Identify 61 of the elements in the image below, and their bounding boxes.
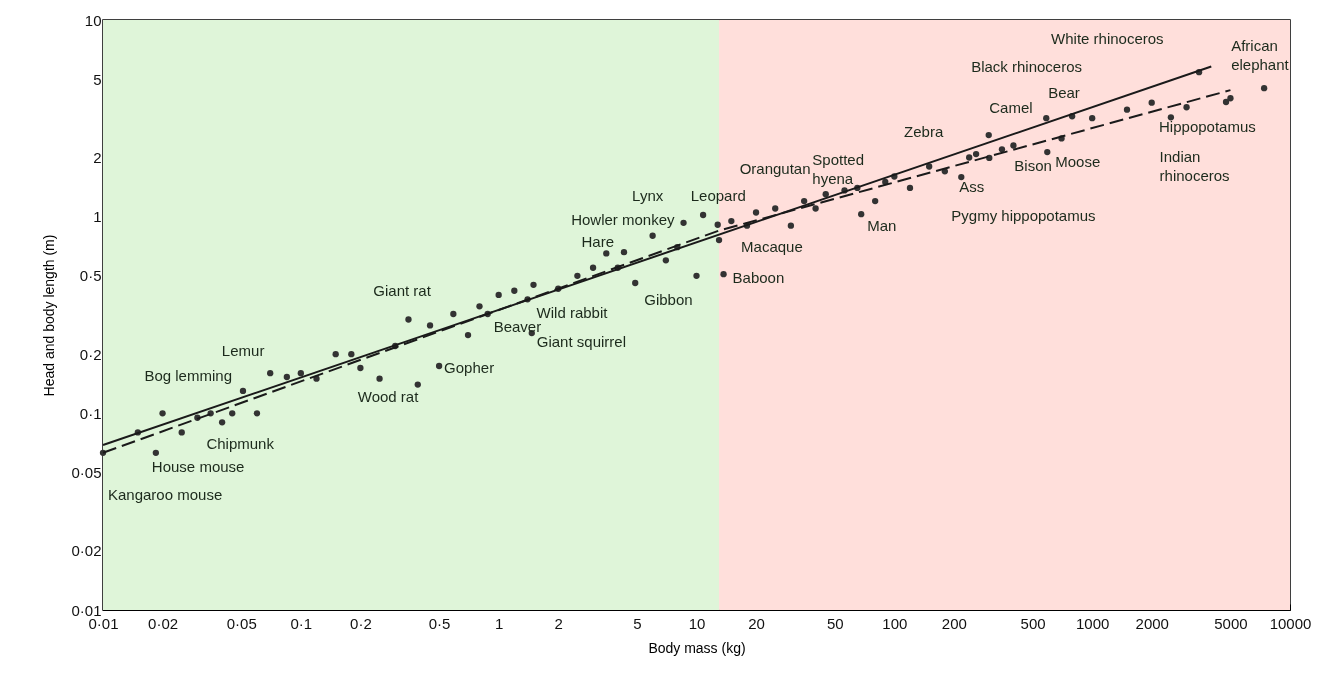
annotation: Macaque xyxy=(741,238,803,256)
y-tick-label: 0·1 xyxy=(79,404,102,422)
x-tick-label: 0·02 xyxy=(148,614,179,632)
y-tick-label: 10 xyxy=(84,11,102,29)
x-axis-title: Body mass (kg) xyxy=(648,639,746,656)
y-tick-label: 0·5 xyxy=(79,267,102,285)
x-tick-label: 0·05 xyxy=(226,614,257,632)
annotation: Bog lemming xyxy=(144,366,232,384)
x-tick-label: 5 xyxy=(633,614,642,632)
annotation: Pygmy hippopotamus xyxy=(951,207,1096,225)
x-tick-label: 1 xyxy=(494,614,504,632)
x-tick-label: 0·5 xyxy=(428,614,451,632)
annotation: Lemur xyxy=(221,342,265,360)
annotation: Wood rat xyxy=(357,387,420,405)
annotation: White rhinoceros xyxy=(1051,30,1164,48)
annotation: Giant rat xyxy=(373,281,432,299)
annotation: Bison xyxy=(1014,156,1052,174)
annotation: Orangutan xyxy=(739,160,811,178)
annotation: Zebra xyxy=(904,123,944,141)
annotation: Hippopotamus xyxy=(1159,117,1256,135)
y-tick-label: 2 xyxy=(93,148,102,166)
annotation: Kangaroo mouse xyxy=(108,485,223,503)
x-tick-label: 100 xyxy=(882,614,908,632)
annotation: Leopard xyxy=(690,186,746,204)
y-tick-label: 1 xyxy=(93,208,102,226)
y-axis-title: Head and body length (m) xyxy=(41,234,58,397)
annotation: Baboon xyxy=(732,269,785,287)
x-tick-label: 20 xyxy=(748,614,765,632)
y-tick-label: 0·01 xyxy=(71,601,102,619)
x-tick-label: 10 xyxy=(688,614,706,632)
annotation: Bear xyxy=(1048,84,1080,102)
y-tick-label: 0·05 xyxy=(71,464,102,482)
annotation: Howler monkey xyxy=(571,210,676,228)
x-tick-label: 500 xyxy=(1020,614,1046,632)
y-tick-label: 0·2 xyxy=(79,345,102,363)
annotation: Ass xyxy=(959,178,985,196)
annotation: Spotted hyena xyxy=(812,150,865,187)
annotation: Gopher xyxy=(444,359,495,377)
x-tick-label: 0·2 xyxy=(350,614,372,632)
annotation: Moose xyxy=(1055,153,1101,171)
annotation: Chipmunk xyxy=(206,434,275,452)
annotation: Black rhinoceros xyxy=(971,58,1083,76)
x-tick-label: 1000 xyxy=(1075,614,1110,632)
annotation: Lynx xyxy=(632,186,664,204)
x-tick-label: 2000 xyxy=(1135,614,1169,632)
x-tick-label: 5000 xyxy=(1214,614,1248,632)
x-tick-label: 10000 xyxy=(1269,614,1312,632)
annotation: African elephant xyxy=(1231,37,1290,74)
y-tick-label: 0·02 xyxy=(71,542,102,560)
annotation: Camel xyxy=(989,99,1033,117)
annotation: Gibbon xyxy=(644,290,693,308)
annotation: Indian rhinoceros xyxy=(1159,148,1230,185)
annotation: Hare xyxy=(581,233,614,251)
x-tick-label: 2 xyxy=(554,614,563,632)
x-tick-label: 0·1 xyxy=(290,614,313,632)
x-tick-label: 50 xyxy=(826,614,844,632)
annotation: Giant squirrel xyxy=(536,333,626,351)
annotation: Man xyxy=(867,217,897,235)
x-tick-label: 200 xyxy=(941,614,967,632)
y-tick-label: 5 xyxy=(93,70,102,88)
annotation: House mouse xyxy=(151,457,245,475)
